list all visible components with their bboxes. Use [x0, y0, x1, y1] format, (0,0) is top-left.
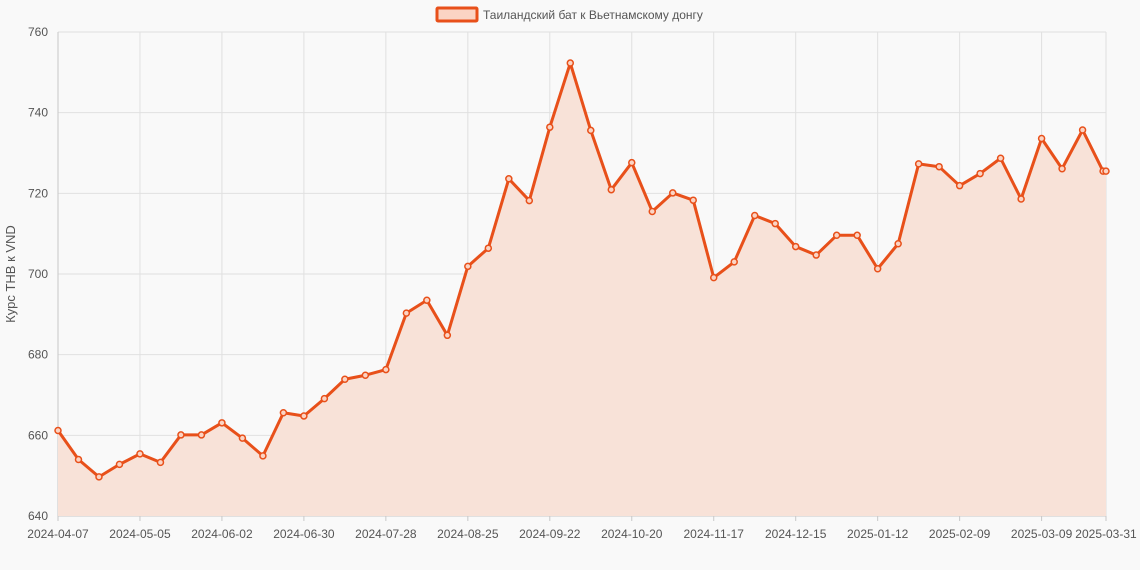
data-point[interactable] [546, 123, 554, 131]
data-point[interactable] [197, 431, 206, 439]
legend[interactable]: Таиландский бат к Вьетнамскому донгу [435, 6, 703, 23]
data-point[interactable] [750, 211, 759, 220]
data-point[interactable] [1058, 164, 1066, 173]
data-point[interactable] [935, 162, 943, 171]
data-point[interactable] [566, 59, 575, 67]
data-point[interactable] [791, 242, 800, 251]
data-point[interactable] [382, 365, 390, 374]
y-tick-label: 760 [28, 25, 48, 39]
y-tick-label: 640 [28, 509, 48, 523]
x-tick-label: 2025-01-12 [847, 527, 909, 541]
data-point[interactable] [95, 473, 103, 481]
y-tick-label: 720 [28, 186, 48, 200]
data-point[interactable] [74, 455, 83, 464]
data-point[interactable] [1037, 134, 1046, 143]
data-point[interactable] [402, 309, 411, 317]
x-tick-label: 2024-04-07 [27, 527, 89, 541]
data-point[interactable] [607, 185, 616, 194]
y-tick-label: 700 [28, 267, 48, 281]
data-point[interactable] [484, 244, 493, 252]
data-point[interactable] [976, 169, 984, 178]
data-point[interactable] [853, 231, 861, 240]
x-tick-label: 2024-12-15 [765, 527, 827, 541]
data-point[interactable] [1102, 167, 1110, 175]
data-point[interactable] [505, 175, 513, 183]
y-axis-title: Курс THB к VND [3, 225, 18, 323]
data-point[interactable] [525, 196, 534, 205]
legend-swatch[interactable] [435, 6, 479, 23]
data-point[interactable] [648, 207, 657, 216]
data-point[interactable] [669, 189, 677, 197]
legend-label[interactable]: Таиландский бат к Вьетнамскому донгу [483, 8, 703, 22]
y-tick-label: 740 [28, 106, 48, 120]
x-tick-label: 2024-11-17 [683, 527, 744, 541]
y-tick-label: 680 [28, 348, 48, 362]
data-point[interactable] [771, 219, 779, 228]
x-tick-label: 2024-08-25 [437, 527, 499, 541]
data-point[interactable] [361, 371, 370, 379]
data-point[interactable] [218, 419, 226, 427]
y-tick-label: 660 [28, 428, 48, 442]
data-point[interactable] [136, 450, 144, 458]
data-point[interactable] [709, 273, 718, 282]
data-point[interactable] [689, 196, 697, 204]
x-tick-label: 2024-05-05 [109, 527, 171, 541]
x-axis-ticks: 2024-04-07 2024-05-05 2024-06-02 2024-06-30… [27, 516, 1137, 541]
data-point[interactable] [54, 426, 62, 435]
data-point[interactable] [341, 375, 349, 384]
data-point[interactable] [812, 251, 820, 259]
data-point[interactable] [259, 452, 267, 460]
x-tick-label: 2024-07-28 [355, 527, 417, 541]
x-tick-label: 2024-06-02 [191, 527, 253, 541]
x-tick-label: 2025-03-09 [1011, 527, 1073, 541]
data-point[interactable] [1078, 126, 1087, 134]
data-point[interactable] [996, 154, 1005, 162]
data-point[interactable] [873, 265, 882, 273]
data-point[interactable] [832, 231, 841, 240]
data-point[interactable] [423, 296, 431, 304]
x-tick-label: 2024-09-22 [519, 527, 581, 541]
data-point[interactable] [730, 258, 738, 266]
data-point[interactable] [115, 460, 124, 469]
series-layer [54, 59, 1110, 517]
data-point[interactable] [587, 126, 595, 135]
data-point[interactable] [279, 409, 288, 417]
data-point[interactable] [894, 240, 902, 248]
data-point[interactable] [628, 158, 636, 167]
data-point[interactable] [320, 394, 329, 403]
x-tick-label: 2024-06-30 [273, 527, 335, 541]
data-point[interactable] [300, 412, 308, 420]
series-area [58, 63, 1106, 517]
data-point[interactable] [1017, 195, 1025, 203]
x-tick-label: 2025-03-31 [1075, 527, 1137, 541]
data-point[interactable] [177, 431, 185, 439]
data-point[interactable] [443, 331, 452, 340]
x-tick-label: 2025-02-09 [929, 527, 991, 541]
x-tick-label: 2024-10-20 [601, 527, 663, 541]
data-point[interactable] [955, 181, 964, 190]
data-point[interactable] [238, 434, 247, 442]
data-point[interactable] [914, 160, 923, 168]
data-point[interactable] [156, 458, 165, 467]
data-point[interactable] [464, 262, 472, 271]
y-axis-ticks: 640 660 680 700 720 740 760 [28, 25, 48, 523]
